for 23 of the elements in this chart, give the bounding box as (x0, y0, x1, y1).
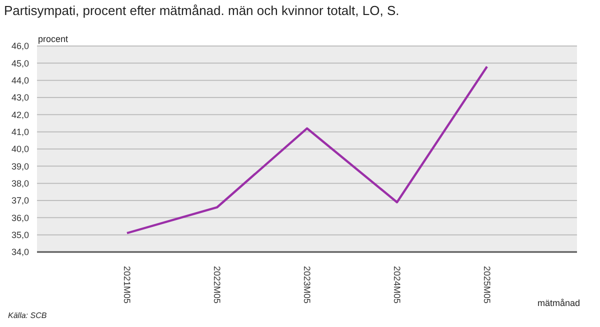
y-tick-label: 38,0 (11, 178, 29, 189)
y-axis-title: procent (38, 34, 68, 44)
y-tick-label: 46,0 (11, 41, 29, 52)
y-tick-label: 37,0 (11, 196, 29, 206)
text: Källa: SCB (8, 311, 47, 320)
y-tick-label: 35,0 (11, 230, 29, 240)
x-tick-label: 2022M05 (212, 266, 222, 304)
x-tick-label: 2024M05 (392, 266, 402, 304)
y-tick-label: 45,0 (11, 58, 29, 68)
x-tick-label: 2021M05 (122, 266, 132, 304)
x-tick-label: 2025M05 (482, 266, 492, 304)
x-tick-label: 2023M05 (302, 266, 312, 304)
y-tick-label: 34,0 (11, 247, 29, 258)
y-tick-label: 39,0 (11, 161, 29, 172)
y-tick-label: 44,0 (11, 76, 29, 86)
y-tick-label: 43,0 (11, 92, 29, 103)
line-series (126, 66, 488, 234)
y-tick-label: 36,0 (11, 212, 29, 223)
y-tick-label: 41,0 (11, 127, 29, 138)
x-axis-title: mätmånad (537, 298, 580, 308)
y-tick-label: 42,0 (11, 110, 29, 120)
chart-title: Partisympati, procent efter mätmånad. män och kvinnor totalt, LO, S. (4, 3, 400, 18)
y-tick-label: 40,0 (11, 144, 29, 154)
